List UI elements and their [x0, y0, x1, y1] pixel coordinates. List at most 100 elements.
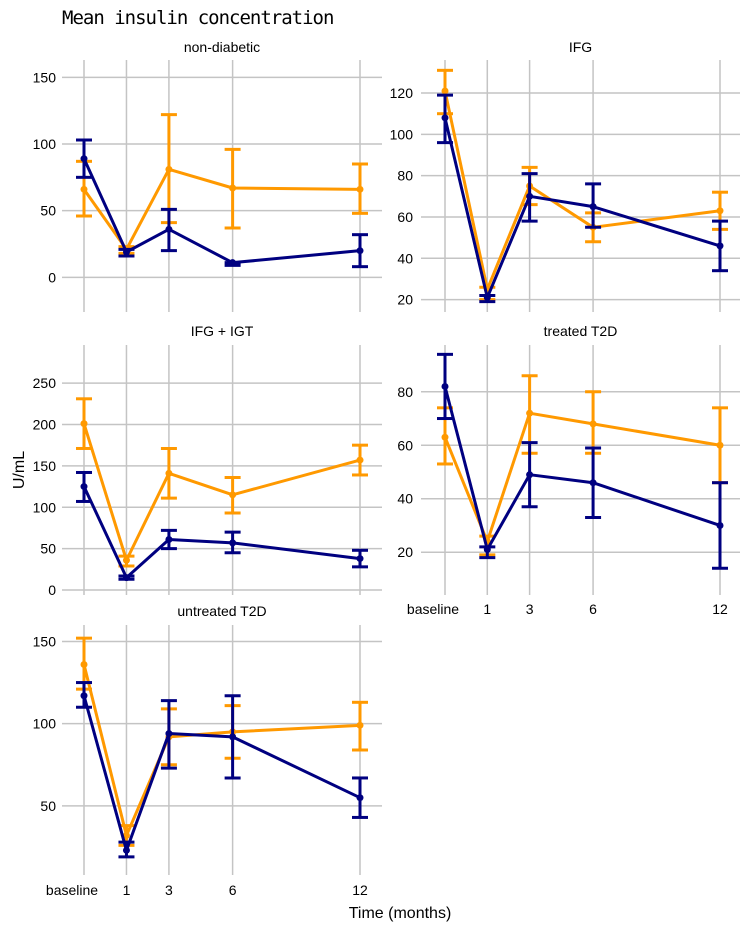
y-tick-label: 60	[397, 209, 413, 225]
panel-treated-t2d: treated T2D 20 40 60 80 baseline 1 3 6 12	[397, 323, 740, 617]
series-blue	[437, 93, 728, 304]
data-point	[229, 491, 237, 499]
series-line	[82, 167, 361, 251]
series-orange	[76, 397, 368, 568]
data-point	[80, 692, 88, 700]
y-tick-label: 0	[48, 269, 56, 285]
data-point	[483, 546, 491, 554]
panel-title: non-diabetic	[184, 39, 260, 55]
x-axis-label: Time (months)	[349, 905, 452, 922]
data-point	[356, 456, 364, 464]
series-line	[82, 423, 361, 562]
panel-title: IFG + IGT	[191, 323, 254, 339]
data-point	[356, 555, 364, 563]
panel-title: treated T2D	[544, 323, 618, 339]
data-point	[356, 247, 364, 255]
data-point	[589, 420, 597, 428]
x-tick-label: baseline	[407, 601, 459, 617]
data-point	[80, 155, 88, 163]
y-tick-label: 50	[40, 203, 56, 219]
data-point	[165, 225, 173, 233]
data-point	[589, 203, 597, 211]
y-tick-label: 100	[33, 716, 57, 732]
y-tick-label: 0	[48, 582, 56, 598]
panel-title: IFG	[569, 39, 592, 55]
y-tick-label: 50	[40, 798, 56, 814]
y-tick-label: 50	[40, 541, 56, 557]
data-point	[122, 832, 130, 840]
series-line	[443, 117, 721, 300]
series-line	[443, 90, 721, 291]
data-point	[229, 539, 237, 547]
data-point	[165, 536, 173, 544]
data-point	[122, 556, 130, 564]
y-tick-label: 80	[397, 168, 413, 184]
x-tick-label: 1	[483, 601, 491, 617]
x-tick-label: 12	[712, 601, 728, 617]
y-tick-label: 20	[397, 292, 413, 308]
series-blue	[76, 138, 368, 269]
data-point	[229, 259, 237, 267]
data-point	[122, 846, 130, 854]
series-blue	[76, 681, 368, 859]
y-tick-label: 80	[397, 384, 413, 400]
x-tick-label: baseline	[46, 882, 98, 898]
data-point	[483, 294, 491, 302]
y-tick-label: 120	[390, 85, 414, 101]
y-tick-label: 100	[33, 136, 57, 152]
y-tick-label: 150	[33, 458, 57, 474]
panel-ifg-igt: IFG + IGT 0 50 100 150 200 250	[33, 323, 382, 598]
y-tick-label: 60	[397, 437, 413, 453]
panel-untreated-t2d: untreated T2D 50 100 150 baseline 1 3 6 12	[33, 603, 382, 898]
data-point	[356, 185, 364, 193]
y-axis-label: U/mL	[11, 451, 28, 489]
x-tick-label: 6	[229, 882, 237, 898]
data-point	[441, 433, 449, 441]
x-tick-label: 6	[589, 601, 597, 617]
y-tick-label: 100	[33, 499, 57, 515]
data-point	[80, 483, 88, 491]
panel-ifg: IFG 20 40 60 80 100 120	[390, 39, 740, 312]
x-tick-label: 3	[165, 882, 173, 898]
data-point	[716, 441, 724, 449]
y-tick-label: 150	[33, 69, 57, 85]
data-point	[441, 382, 449, 390]
data-point	[165, 165, 173, 173]
data-point	[589, 479, 597, 487]
x-tick-label: 12	[352, 882, 368, 898]
data-point	[165, 730, 173, 738]
series-blue	[76, 470, 368, 582]
y-tick-label: 40	[397, 250, 413, 266]
panel-title: untreated T2D	[177, 603, 266, 619]
data-point	[526, 471, 534, 479]
data-point	[356, 794, 364, 802]
y-tick-label: 200	[33, 416, 57, 432]
data-point	[716, 521, 724, 529]
data-point	[80, 185, 88, 193]
data-point	[441, 87, 449, 95]
chart-title: Mean insulin concentration	[62, 7, 333, 29]
data-point	[122, 574, 130, 582]
data-point	[229, 184, 237, 192]
data-point	[441, 114, 449, 122]
y-tick-label: 100	[390, 126, 414, 142]
data-point	[122, 248, 130, 256]
y-tick-label: 20	[397, 544, 413, 560]
data-point	[526, 409, 534, 417]
data-point	[526, 192, 534, 200]
data-point	[229, 733, 237, 741]
y-tick-label: 150	[33, 633, 57, 649]
series-orange	[76, 636, 368, 847]
series-line	[82, 664, 361, 838]
data-point	[165, 469, 173, 477]
series-line	[443, 386, 721, 552]
data-point	[716, 242, 724, 250]
y-tick-label: 250	[33, 375, 57, 391]
series-orange	[76, 113, 368, 255]
x-tick-label: 1	[123, 882, 131, 898]
data-point	[80, 420, 88, 428]
data-point	[716, 207, 724, 215]
series-line	[443, 411, 721, 544]
